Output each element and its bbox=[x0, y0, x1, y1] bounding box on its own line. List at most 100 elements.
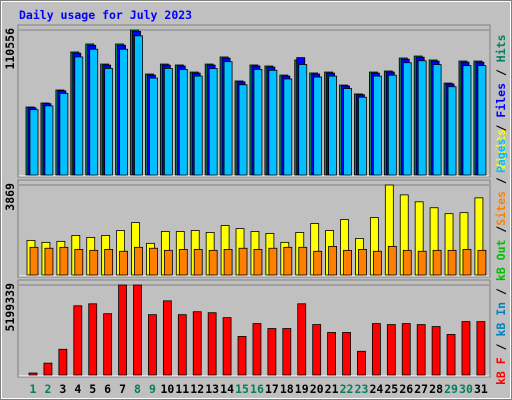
x-tick-label: 9 bbox=[149, 382, 156, 396]
bar bbox=[29, 246, 39, 276]
bar bbox=[387, 74, 397, 176]
x-tick-label: 24 bbox=[369, 382, 383, 396]
bar bbox=[268, 69, 278, 176]
bar bbox=[476, 321, 486, 376]
legend-separator: / bbox=[494, 62, 508, 83]
bar bbox=[163, 249, 173, 276]
bar bbox=[416, 324, 426, 376]
bar bbox=[446, 334, 456, 376]
bar bbox=[343, 249, 352, 276]
bar bbox=[238, 247, 248, 276]
bar bbox=[386, 324, 396, 376]
bar bbox=[223, 61, 233, 176]
x-tick-label: 11 bbox=[175, 382, 189, 396]
x-tick-label: 3 bbox=[59, 382, 66, 396]
x-tick-label: 14 bbox=[220, 382, 234, 396]
legend-separator: / bbox=[494, 219, 508, 240]
bar bbox=[431, 326, 441, 376]
bar bbox=[253, 249, 263, 276]
bar bbox=[358, 96, 367, 176]
bar bbox=[89, 48, 99, 176]
bar bbox=[177, 314, 187, 376]
bar bbox=[163, 68, 173, 176]
legend-separator: / bbox=[494, 337, 508, 358]
bar bbox=[432, 64, 442, 176]
bar bbox=[417, 250, 427, 276]
bar bbox=[149, 77, 158, 176]
bar bbox=[432, 249, 442, 276]
x-tick-label: 26 bbox=[399, 382, 413, 396]
x-tick-label: 18 bbox=[280, 382, 294, 396]
bar bbox=[119, 48, 128, 176]
x-tick-label: 15 bbox=[235, 382, 249, 396]
x-tick-label: 22 bbox=[340, 382, 354, 396]
bar bbox=[237, 336, 247, 376]
bar bbox=[387, 245, 397, 276]
bar bbox=[162, 300, 172, 376]
bar bbox=[267, 328, 277, 376]
bar bbox=[59, 93, 69, 176]
y-tick-label: 3869 bbox=[3, 183, 17, 211]
x-tick-label: 19 bbox=[295, 382, 309, 396]
bar bbox=[357, 350, 366, 376]
x-tick-label: 4 bbox=[74, 382, 81, 396]
bar bbox=[477, 249, 487, 276]
bar bbox=[283, 246, 293, 276]
bar bbox=[178, 69, 188, 176]
bar bbox=[74, 249, 84, 276]
bar bbox=[58, 348, 68, 376]
bar bbox=[282, 328, 292, 376]
bar bbox=[298, 246, 308, 276]
bar bbox=[313, 76, 323, 176]
bar bbox=[343, 88, 352, 176]
bar bbox=[238, 84, 248, 176]
bar bbox=[402, 62, 412, 176]
legend: Sites / Visits bbox=[494, 129, 508, 226]
legend-separator: / bbox=[494, 118, 508, 139]
legend-entry: kB In bbox=[494, 302, 508, 337]
bar bbox=[461, 321, 471, 376]
x-tick-label: 21 bbox=[325, 382, 339, 396]
bar bbox=[192, 311, 202, 376]
bar bbox=[327, 332, 337, 376]
bar bbox=[28, 372, 38, 376]
x-tick-label: 27 bbox=[414, 382, 428, 396]
x-tick-label: 7 bbox=[119, 382, 126, 396]
x-tick-label: 30 bbox=[459, 382, 473, 396]
bar bbox=[208, 68, 218, 176]
bar bbox=[193, 75, 203, 176]
bar bbox=[29, 109, 39, 176]
x-tick-label: 23 bbox=[355, 382, 369, 396]
legend-entry: kB Out bbox=[494, 239, 508, 281]
legend-entry: Sites bbox=[494, 191, 508, 226]
bar bbox=[372, 75, 382, 176]
y-tick-label: 110556 bbox=[3, 28, 17, 70]
bar bbox=[88, 303, 98, 376]
x-tick-label: 5 bbox=[89, 382, 96, 396]
x-tick-label: 20 bbox=[310, 382, 324, 396]
legend: kB F / kB In / kB Out / bbox=[494, 219, 508, 385]
bar bbox=[89, 249, 99, 276]
bar bbox=[119, 250, 128, 276]
x-tick-label: 17 bbox=[265, 382, 279, 396]
bar bbox=[133, 284, 142, 376]
bar bbox=[402, 249, 412, 276]
legend-entry: Files bbox=[494, 83, 508, 118]
x-tick-label: 6 bbox=[104, 382, 111, 396]
bar bbox=[73, 305, 83, 376]
x-tick-label: 31 bbox=[474, 382, 488, 396]
bar bbox=[401, 323, 411, 376]
bar bbox=[358, 249, 367, 276]
bar bbox=[74, 56, 84, 176]
bar bbox=[328, 75, 338, 176]
bar bbox=[371, 323, 381, 376]
bar bbox=[253, 69, 263, 176]
legend-separator: / bbox=[494, 281, 508, 302]
bar bbox=[193, 249, 203, 276]
x-tick-label: 16 bbox=[250, 382, 264, 396]
bar bbox=[462, 65, 472, 176]
bar bbox=[149, 247, 158, 276]
bar bbox=[118, 284, 127, 376]
